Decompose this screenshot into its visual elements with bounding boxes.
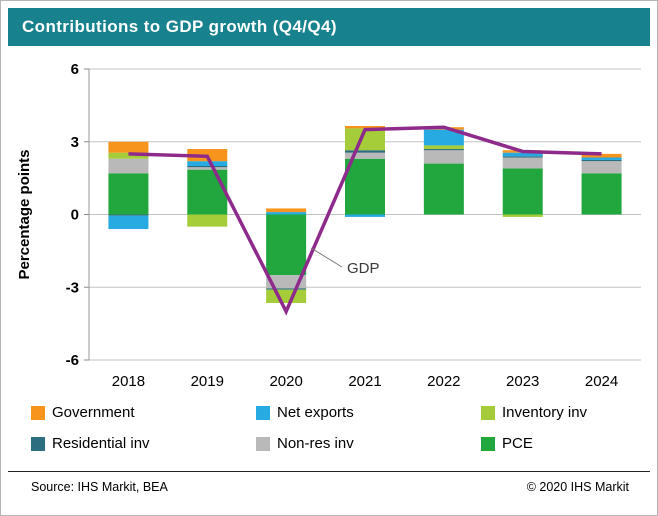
bar-segment: [581, 157, 622, 160]
source-note: Source: IHS Markit, BEA: [31, 480, 168, 494]
bar-segment: [423, 163, 464, 215]
chart-legend: Government Net exports Inventory inv Res…: [31, 404, 631, 452]
legend-item-net-exports: Net exports: [256, 404, 481, 421]
bar-segment: [345, 125, 385, 129]
bar-segment: [266, 214, 307, 276]
bar-segment: [581, 159, 622, 162]
bar-segment: [345, 158, 385, 215]
x-label: 2022: [427, 373, 460, 390]
bar-segment: [423, 145, 464, 150]
x-label: 2020: [269, 373, 302, 390]
bar-2022: [423, 127, 464, 215]
y-tick-label: 6: [71, 61, 79, 78]
bar-segment: [502, 152, 543, 157]
legend-label: PCE: [502, 435, 533, 452]
bar-segment: [266, 208, 307, 213]
legend-item-government: Government: [31, 404, 256, 421]
bar-segment: [423, 129, 464, 146]
x-label: 2024: [585, 373, 618, 390]
bar-2018: [108, 141, 149, 230]
bar-segment: [581, 153, 622, 158]
bar-segment: [581, 173, 622, 215]
bar-segment: [187, 161, 228, 166]
bar-2024: [581, 153, 622, 215]
bar-segment: [581, 161, 622, 174]
bar-segment: [502, 214, 543, 217]
inventory-inv-swatch-icon: [481, 405, 495, 420]
annotation-leader-line: [310, 247, 343, 268]
bar-segment: [502, 156, 543, 158]
residential-inv-swatch-icon: [31, 436, 45, 451]
legend-item-pce: PCE: [481, 435, 631, 452]
bar-2019: [187, 149, 228, 227]
copyright-note: © 2020 IHS Markit: [526, 480, 629, 494]
bar-segment: [345, 150, 385, 153]
footer: Source: IHS Markit, BEA © 2020 IHS Marki…: [31, 480, 629, 494]
footer-divider: [8, 471, 650, 472]
x-axis-labels: 2018 2019 2020 2021 2022 2023 2024: [112, 373, 619, 390]
x-label: 2021: [348, 373, 381, 390]
y-tick-label: 0: [71, 207, 79, 224]
bar-segment: [345, 128, 385, 151]
gdp-annotation-label: GDP: [347, 260, 380, 277]
stacked-bars: [108, 125, 622, 304]
bar-segment: [108, 141, 149, 153]
bar-segment: [266, 289, 307, 304]
y-axis-title: Percentage points: [16, 149, 33, 279]
bar-segment: [108, 173, 149, 215]
x-label: 2019: [191, 373, 224, 390]
non-res-inv-swatch-icon: [256, 436, 270, 451]
bar-segment: [423, 150, 464, 164]
legend-label: Residential inv: [52, 435, 150, 452]
legend-label: Government: [52, 404, 135, 421]
y-tick-label: -3: [66, 279, 79, 296]
gdp-line: [128, 125, 602, 316]
bar-segment: [345, 152, 385, 159]
bar-segment: [187, 214, 228, 227]
chart-title: Contributions to GDP growth (Q4/Q4): [22, 17, 337, 36]
bar-segment: [502, 168, 543, 215]
bar-segment: [187, 166, 228, 168]
legend-label: Net exports: [277, 404, 354, 421]
bar-segment: [345, 214, 385, 217]
bar-segment: [108, 158, 149, 174]
legend-label: Non-res inv: [277, 435, 354, 452]
bar-2021: [345, 125, 385, 217]
bar-segment: [108, 214, 149, 216]
bar-2023: [502, 150, 543, 217]
government-swatch-icon: [31, 405, 45, 420]
legend-item-inventory-inv: Inventory inv: [481, 404, 631, 421]
y-tick-label: -6: [66, 352, 79, 369]
legend-item-residential-inv: Residential inv: [31, 435, 256, 452]
net-exports-swatch-icon: [256, 405, 270, 420]
bar-segment: [108, 152, 149, 159]
bar-2020: [266, 208, 307, 304]
bar-segment: [502, 157, 543, 169]
bar-segment: [266, 288, 307, 290]
x-label: 2023: [506, 373, 539, 390]
bar-segment: [423, 149, 464, 151]
legend-label: Inventory inv: [502, 404, 588, 421]
bar-segment: [266, 212, 307, 215]
y-tick-label: 3: [71, 134, 79, 151]
title-bar: Contributions to GDP growth (Q4/Q4): [8, 8, 650, 46]
legend-item-non-res-inv: Non-res inv: [256, 435, 481, 452]
bar-segment: [108, 215, 149, 230]
pce-swatch-icon: [481, 436, 495, 451]
bar-segment: [187, 167, 228, 170]
x-label: 2018: [112, 373, 145, 390]
bar-segment: [187, 169, 228, 215]
